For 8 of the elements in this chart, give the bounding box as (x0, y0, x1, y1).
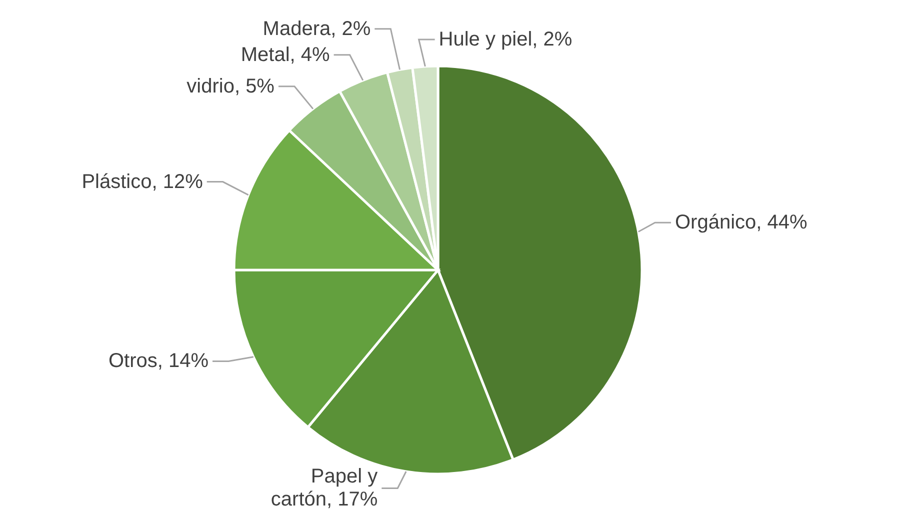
slice-label: Plástico, 12% (82, 170, 204, 193)
slice-label: Papel y cartón, 17% (270, 466, 378, 511)
slice-label: Orgánico, 44% (674, 212, 808, 234)
slice-label: Otros, 14% (108, 350, 209, 372)
slice-label: Hule y piel, 2% (438, 28, 572, 50)
slice-label: vidrio, 5% (186, 75, 275, 98)
slice-label: Metal, 4% (240, 44, 330, 66)
slice-label: Madera, 2% (262, 18, 371, 40)
